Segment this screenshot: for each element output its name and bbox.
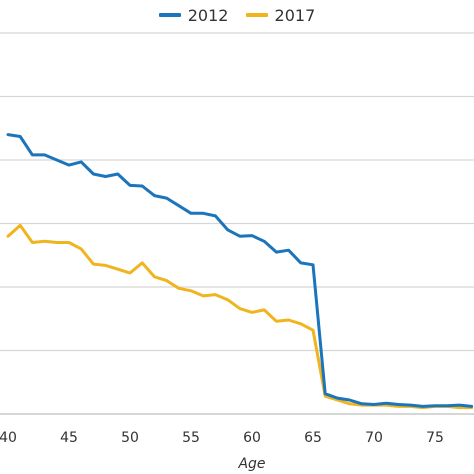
series-line-2012 (6, 133, 474, 408)
legend-item-2017[interactable]: 2017 (245, 5, 316, 25)
series-lines (6, 133, 474, 410)
x-axis-ticks: 40 45 50 55 60 65 70 75 (0, 430, 444, 446)
x-tick-label: 70 (365, 430, 383, 446)
legend: 2012 2017 (0, 2, 474, 25)
legend-label-2012: 2012 (187, 5, 229, 25)
x-axis-label: Age (237, 456, 265, 472)
legend-swatch-2012 (158, 13, 181, 17)
legend-swatch-2017 (245, 13, 268, 17)
x-tick-label: 65 (304, 430, 322, 446)
x-tick-label: 55 (182, 430, 200, 446)
legend-item-2012[interactable]: 2012 (158, 5, 229, 25)
x-tick-label: 40 (0, 430, 17, 446)
series-line-2017 (6, 223, 474, 410)
gridlines (0, 32, 474, 415)
x-tick-label: 60 (243, 430, 261, 446)
x-tick-label: 50 (121, 430, 139, 446)
legend-label-2017: 2017 (274, 5, 316, 25)
x-tick-label: 45 (60, 430, 78, 446)
x-tick-label: 75 (426, 430, 444, 446)
